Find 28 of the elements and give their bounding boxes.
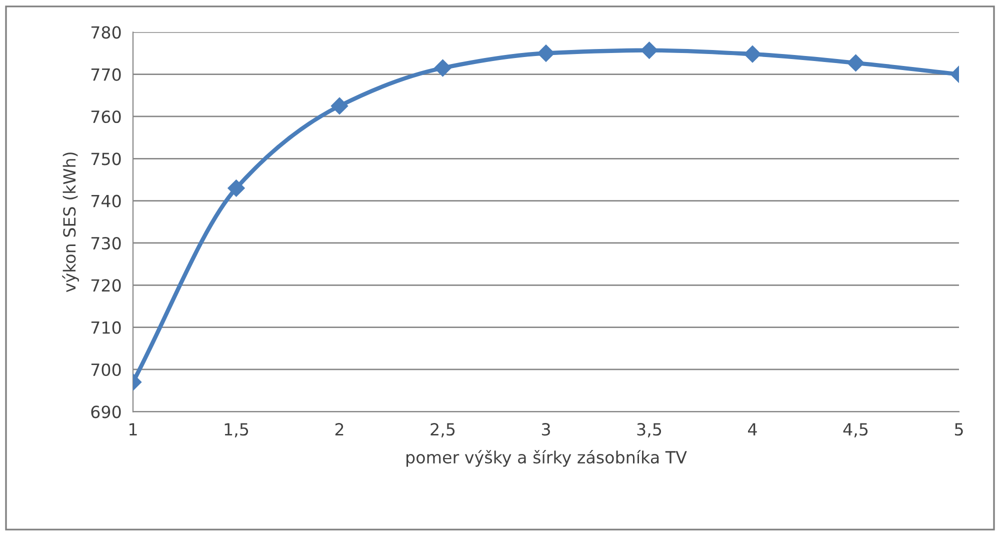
point (228, 180, 245, 197)
x-tick-label: 4 (748, 423, 757, 436)
x-tick-label: 1,5 (224, 423, 248, 438)
point (537, 44, 555, 62)
point (744, 46, 762, 63)
y-tick-label: 700 (91, 363, 121, 376)
y-tick-label: 770 (91, 68, 121, 81)
y-tick-label: 750 (91, 152, 121, 166)
x-tick-label: 3 (542, 423, 550, 436)
y-tick-label: 730 (91, 236, 121, 250)
x-tick-label: 2,5 (430, 423, 455, 438)
x-tick-label: 1 (130, 423, 137, 436)
x-tick-label: 4,5 (843, 423, 868, 438)
point (640, 42, 658, 59)
x-axis-title: pomer výšky a šírky zásobníka TV (406, 450, 687, 467)
y-tick-label: 720 (91, 279, 121, 292)
point (330, 97, 348, 114)
x-tick-label: 2 (335, 423, 344, 436)
point (847, 54, 864, 72)
y-tick-label: 760 (91, 110, 121, 124)
point (434, 59, 452, 77)
y-tick-label: 740 (91, 194, 121, 208)
x-tick-label: 3,5 (637, 423, 662, 438)
y-tick-label: 780 (91, 26, 121, 39)
y-tick-label: 690 (91, 406, 121, 418)
y-tick-label: 710 (91, 321, 121, 334)
x-tick-label: 5 (954, 423, 963, 436)
y-axis-title: výkon SES (kWh) (62, 152, 79, 292)
